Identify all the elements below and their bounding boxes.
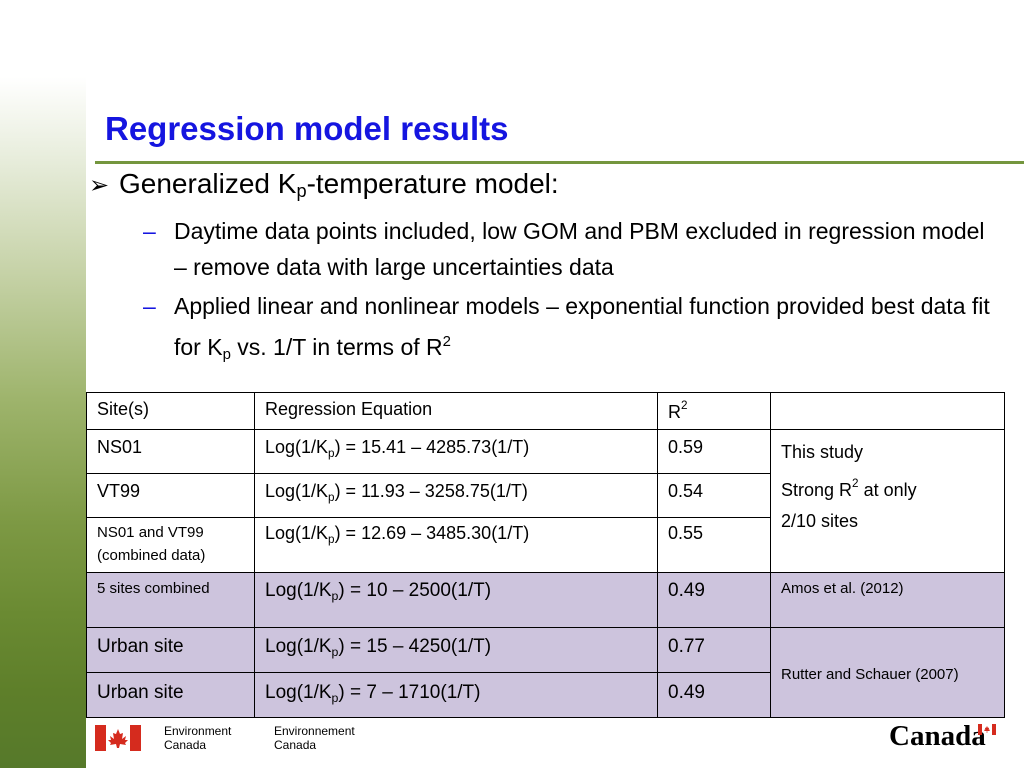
main-bullet-subscript: p <box>296 181 307 201</box>
eq-post: ) = 12.69 – 3485.30(1/T) <box>334 523 530 543</box>
header-note <box>770 392 1005 430</box>
cell-equation: Log(1/Kp) = 11.93 – 3258.75(1/T) <box>254 473 658 518</box>
canada-wordmark: Canada <box>889 720 986 752</box>
table-header-row: Site(s) Regression Equation R2 <box>86 392 1005 430</box>
header-equation: Regression Equation <box>254 392 658 430</box>
footer-environnement-canada: Environnement Canada <box>274 724 355 752</box>
eq-post: ) = 11.93 – 3258.75(1/T) <box>334 481 528 501</box>
sub-bullet-1-text: Daytime data points included, low GOM an… <box>174 218 985 280</box>
slide-title: Regression model results <box>105 110 509 147</box>
header-r2-sup: 2 <box>681 399 688 412</box>
eq-pre: Log(1/K <box>265 481 329 501</box>
header-site: Site(s) <box>86 392 255 430</box>
cell-site: 5 sites combined <box>86 572 255 628</box>
left-gradient-bar <box>0 0 86 768</box>
eq-pre: Log(1/K <box>265 523 329 543</box>
header-r2-base: R <box>668 402 681 422</box>
cell-site: Urban site <box>86 627 255 673</box>
eq-pre: Log(1/K <box>265 636 332 657</box>
cell-site: NS01 <box>86 429 255 474</box>
dash-bullet-icon: – <box>143 218 156 244</box>
footer-en-line-1: Environment <box>164 724 232 738</box>
wordmark-flag-icon <box>978 724 996 735</box>
maple-leaf-icon <box>108 729 128 748</box>
note-line-1: This study <box>781 442 864 462</box>
eq-sub: p <box>331 589 339 603</box>
site-line-1: NS01 and VT99 <box>97 524 204 541</box>
regression-table: Site(s) Regression Equation R2 NS01 Log(… <box>86 392 1005 718</box>
table-row: Urban site Log(1/Kp) = 15 – 4250(1/T) 0.… <box>86 627 1005 718</box>
cell-note-rutter: Rutter and Schauer (2007) <box>770 627 1005 718</box>
note-line-2-post: at only <box>858 480 917 500</box>
eq-pre: Log(1/K <box>265 437 329 457</box>
main-bullet: ➢ Generalized Kp-temperature model: <box>89 168 559 202</box>
title-underline <box>95 161 1024 164</box>
arrow-bullet-icon: ➢ <box>89 172 110 199</box>
cell-r2: 0.49 <box>657 572 771 628</box>
table-row: NS01 Log(1/Kp) = 15.41 – 4285.73(1/T) 0.… <box>86 429 1005 573</box>
sub-bullet-2-text-b: vs. 1/T in terms of R <box>230 334 443 360</box>
sub-bullet-2-subscript: p <box>222 346 231 363</box>
eq-sub: p <box>328 447 335 460</box>
cell-equation: Log(1/Kp) = 10 – 2500(1/T) <box>254 572 658 628</box>
table-row: NS01 and VT99 (combined data) Log(1/Kp) =… <box>86 517 1005 573</box>
cell-equation: Log(1/Kp) = 12.69 – 3485.30(1/T) <box>254 517 658 573</box>
canada-flag-icon <box>95 725 141 751</box>
sub-bullet-2-superscript: 2 <box>442 333 451 350</box>
eq-post: ) = 10 – 2500(1/T) <box>338 580 492 601</box>
dash-bullet-icon: – <box>143 293 156 319</box>
cell-equation: Log(1/Kp) = 15 – 4250(1/T) <box>254 627 658 673</box>
cell-note-this-study: This study Strong R2 at only 2/10 sites <box>770 429 1005 573</box>
main-bullet-prefix: Generalized K <box>119 168 297 199</box>
eq-sub: p <box>331 691 339 705</box>
main-bullet-suffix: -temperature model: <box>306 168 559 199</box>
eq-pre: Log(1/K <box>265 580 332 601</box>
table-row: VT99 Log(1/Kp) = 11.93 – 3258.75(1/T) 0.… <box>86 473 1005 518</box>
cell-r2: 0.77 <box>657 627 771 673</box>
footer-en-line-2: Canada <box>164 738 207 752</box>
footer-environment-canada: Environment Canada <box>164 724 231 752</box>
note-line-2-pre: Strong R <box>781 480 853 500</box>
header-r2: R2 <box>657 392 771 430</box>
eq-post: ) = 15 – 4250(1/T) <box>338 636 492 657</box>
cell-r2: 0.54 <box>657 473 771 518</box>
sub-bullet-2-text-a: Applied linear and nonlinear models – ex… <box>174 293 990 360</box>
footer-fr-line-2: Canada <box>274 738 317 752</box>
cell-equation: Log(1/Kp) = 7 – 1710(1/T) <box>254 672 658 718</box>
eq-sub: p <box>331 645 339 659</box>
cell-r2: 0.55 <box>657 517 771 573</box>
table-row: 5 sites combined Log(1/Kp) = 10 – 2500(1… <box>86 572 1005 628</box>
eq-pre: Log(1/K <box>265 682 332 703</box>
cell-site: NS01 and VT99 (combined data) <box>86 517 255 573</box>
cell-site: Urban site <box>86 672 255 718</box>
eq-post: ) = 7 – 1710(1/T) <box>338 682 481 703</box>
footer-fr-line-1: Environnement <box>274 724 355 738</box>
sub-bullet-2-text: Applied linear and nonlinear models – ex… <box>174 288 994 373</box>
cell-equation: Log(1/Kp) = 15.41 – 4285.73(1/T) <box>254 429 658 474</box>
eq-sub: p <box>328 491 335 504</box>
note-line-2-sup: 2 <box>852 477 859 490</box>
cell-site: VT99 <box>86 473 255 518</box>
eq-sub: p <box>328 533 335 546</box>
eq-post: ) = 15.41 – 4285.73(1/T) <box>334 437 530 457</box>
cell-r2: 0.49 <box>657 672 771 718</box>
cell-note-amos: Amos et al. (2012) <box>770 572 1005 628</box>
note-line-3: 2/10 sites <box>781 511 859 531</box>
site-line-2: (combined data) <box>97 547 206 564</box>
cell-r2: 0.59 <box>657 429 771 474</box>
